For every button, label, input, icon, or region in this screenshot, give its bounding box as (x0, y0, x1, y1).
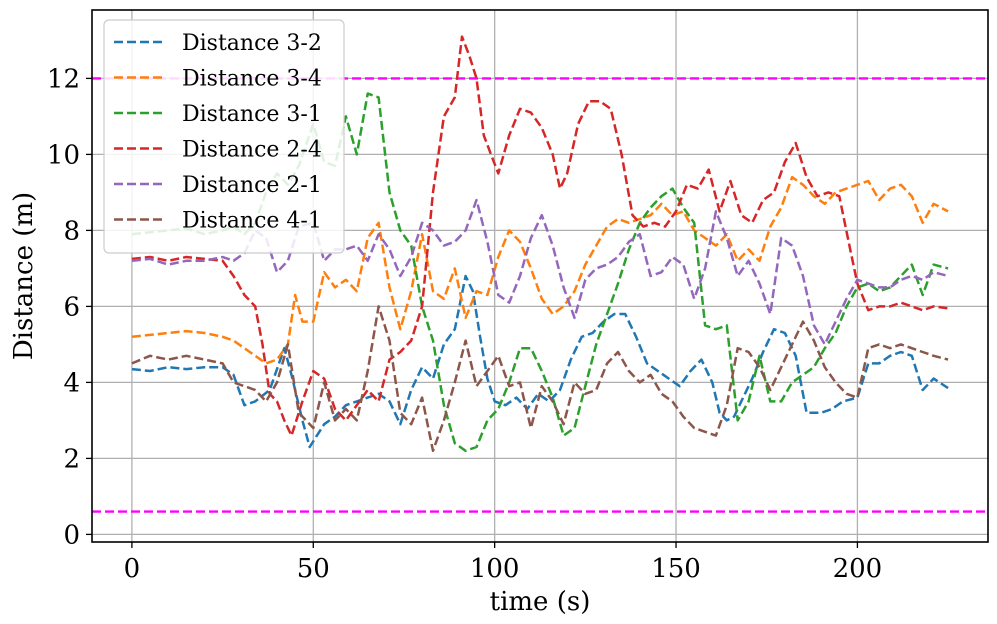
legend-box (103, 19, 345, 254)
legend: Distance 3-2 Distance 3-4 Distance 3-1 Dist… (103, 19, 345, 254)
x-tick-label: 50 (297, 554, 330, 584)
y-tick-label: 8 (63, 216, 80, 246)
axis-ticks: 0 50 100 150 200 0 2 4 6 8 10 12 (47, 64, 882, 584)
series-line (131, 305, 949, 453)
x-tick-label: 200 (833, 554, 883, 584)
y-tick-label: 0 (63, 520, 80, 550)
series-line (131, 175, 949, 365)
legend-label: Distance 3-4 (182, 67, 322, 92)
x-axis-label: time (s) (490, 587, 591, 617)
y-axis-label: Distance (m) (9, 192, 39, 360)
x-tick-label: 100 (470, 554, 520, 584)
legend-label: Distance 4-1 (182, 209, 322, 234)
y-tick-label: 4 (63, 368, 80, 398)
x-tick-label: 0 (124, 554, 141, 584)
series-line (131, 35, 949, 437)
series-line (131, 274, 949, 449)
y-tick-label: 12 (47, 64, 80, 94)
legend-label: Distance 2-1 (182, 173, 322, 198)
x-tick-label: 150 (651, 554, 701, 584)
plot-frame (91, 9, 989, 543)
y-tick-label: 2 (63, 444, 80, 474)
legend-label: Distance 3-1 (182, 102, 322, 127)
legend-label: Distance 2-4 (182, 138, 322, 163)
y-tick-label: 6 (63, 292, 80, 322)
legend-label: Distance 3-2 (182, 31, 322, 56)
y-tick-label: 10 (47, 140, 80, 170)
